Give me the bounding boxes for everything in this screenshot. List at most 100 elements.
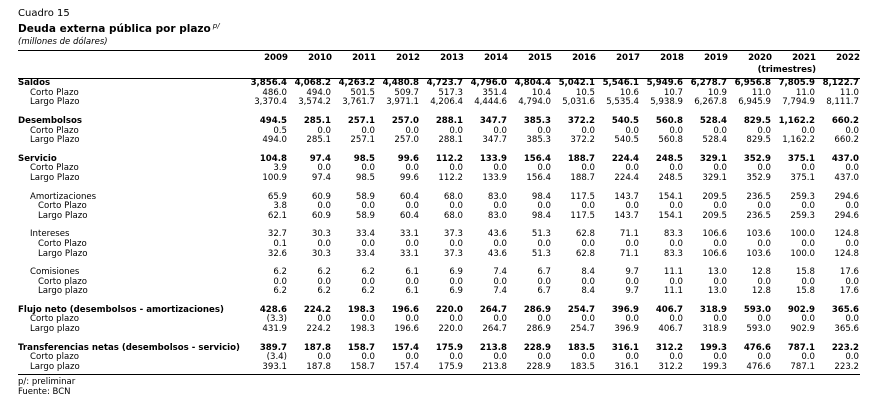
spacer-row <box>18 221 860 230</box>
cell-value: 4,068.2 <box>294 78 331 89</box>
cell-value: 4,206.4 <box>430 97 463 108</box>
cell-value: 5,031.6 <box>562 97 595 108</box>
cell-value: 6.2 <box>273 267 287 278</box>
cell-value: 0.0 <box>845 163 859 174</box>
cell-value: 6,267.8 <box>694 97 727 108</box>
cell-value: 7,805.9 <box>778 78 815 89</box>
cell-value: 83.0 <box>487 210 507 221</box>
cell-value: 83.3 <box>663 248 683 259</box>
cell-value: 660.2 <box>831 115 859 126</box>
cell-value: 0.0 <box>581 276 595 287</box>
cell-value: 228.9 <box>523 342 551 353</box>
cell-value: 0.0 <box>361 163 375 174</box>
table-row: Largo plazo 431.9 224.2 198.3 196.6 220.0 264.… <box>18 324 860 335</box>
cell-value: 902.9 <box>787 304 815 315</box>
cell-value: 33.4 <box>355 248 375 259</box>
footnotes: p/: preliminar Fuente: BCN <box>18 377 860 397</box>
cell-value: 0.0 <box>449 276 463 287</box>
cell-value: 8,122.7 <box>822 78 859 89</box>
cell-value: 199.3 <box>684 362 728 376</box>
cell-value: 98.4 <box>531 191 551 202</box>
cell-value: 213.8 <box>479 342 507 353</box>
cell-value: 98.5 <box>355 172 375 183</box>
cell-value: 385.3 <box>526 135 551 146</box>
cell-value: 32.6 <box>267 248 287 259</box>
cell-value: 316.1 <box>611 342 639 353</box>
cell-value: (3.3) <box>266 314 287 325</box>
cell-value: 0.0 <box>493 314 507 325</box>
table-row: Flujo neto (desembolsos - amortizaciones… <box>18 304 860 316</box>
cell-value: 143.7 <box>614 210 639 221</box>
year-header-row: 2009 2010 2011 2012 2013 2014 2015 2016 2017 2018… <box>18 49 860 66</box>
cell-value: 9.7 <box>625 286 639 297</box>
cell-value: 0.0 <box>757 238 771 249</box>
cell-value: 787.1 <box>787 342 815 353</box>
cell-value: 213.8 <box>464 362 508 376</box>
cell-value: 154.1 <box>658 210 683 221</box>
table-row: Corto Plazo 486.0 494.0 501.5 509.7 517.3 351.… <box>18 87 860 99</box>
row-label: Corto Plazo <box>38 201 87 212</box>
table-row: Corto Plazo 0.1 0.0 0.0 0.0 0.0 0.0 0.0 0.0 0.0 0.… <box>18 238 860 250</box>
cell-value: 199.3 <box>699 342 727 353</box>
cell-value: 318.9 <box>699 304 727 315</box>
cell-value: 6,278.7 <box>690 78 727 89</box>
cell-value: 0.0 <box>537 201 551 212</box>
cell-value: 5,949.6 <box>646 78 683 89</box>
cell-value: 198.3 <box>347 304 375 315</box>
cell-value: 0.0 <box>669 276 683 287</box>
cell-value: 0.0 <box>845 276 859 287</box>
year-header: 2019 <box>684 49 728 66</box>
cell-value: 352.9 <box>743 153 771 164</box>
cell-value: 0.0 <box>713 201 727 212</box>
cell-value: 30.3 <box>311 229 331 240</box>
cell-value: 257.1 <box>347 115 375 126</box>
table-row: Corto Plazo 3.8 0.0 0.0 0.0 0.0 0.0 0.0 0.0 0.0 0.… <box>18 202 860 212</box>
cell-value: 3,971.1 <box>386 97 419 108</box>
cell-value: 11.1 <box>663 286 683 297</box>
cell-value: 0.0 <box>581 314 595 325</box>
cell-value: 100.0 <box>790 229 815 240</box>
cell-value: 0.0 <box>581 238 595 249</box>
table-row: Corto plazo 0.0 0.0 0.0 0.0 0.0 0.0 0.0 0.0 0.0 0.… <box>18 276 860 288</box>
cell-value: 389.7 <box>259 342 287 353</box>
row-label: Largo Plazo <box>30 97 80 108</box>
cell-value: 0.0 <box>713 163 727 174</box>
cell-value: 62.8 <box>575 248 595 259</box>
cell-value: 4,804.4 <box>514 78 551 89</box>
note-source: Fuente: BCN <box>18 387 71 398</box>
row-label: Saldos <box>18 78 51 89</box>
cell-value: 294.6 <box>834 191 859 202</box>
cell-value: 10.4 <box>531 87 551 98</box>
cell-value: 476.6 <box>743 342 771 353</box>
cell-value: 0.0 <box>449 352 463 363</box>
cell-value: 257.0 <box>391 115 419 126</box>
cell-value: 0.0 <box>669 314 683 325</box>
cell-value: 0.0 <box>317 201 331 212</box>
cell-value: 99.6 <box>397 153 419 164</box>
cell-value: 6.2 <box>317 286 331 297</box>
row-label: Comisiones <box>30 267 80 278</box>
cell-value: 0.0 <box>493 276 507 287</box>
cell-value: 104.8 <box>259 153 287 164</box>
cell-value: 528.4 <box>702 135 727 146</box>
cell-value: 0.0 <box>361 201 375 212</box>
units-label: (millones de dólares) <box>18 37 108 47</box>
cell-value: 0.0 <box>537 352 551 363</box>
row-label: Amortizaciones <box>30 191 97 202</box>
cell-value: 224.4 <box>611 153 639 164</box>
period-header-row: (trimestres) <box>18 65 860 80</box>
cell-value: 6.7 <box>537 286 551 297</box>
cell-value: 112.2 <box>435 153 463 164</box>
cell-value: 0.0 <box>669 163 683 174</box>
cell-value: 0.0 <box>669 352 683 363</box>
row-label: Corto Plazo <box>38 238 87 249</box>
cell-value: 437.0 <box>831 153 859 164</box>
cell-value: 220.0 <box>435 304 463 315</box>
cell-value: 6.9 <box>449 267 463 278</box>
cell-value: 0.0 <box>625 125 639 136</box>
year-header: 2018 <box>640 49 684 66</box>
cell-value: 318.9 <box>702 324 727 335</box>
cell-value: 10.5 <box>575 87 595 98</box>
cell-value: 385.3 <box>523 115 551 126</box>
cell-value: 224.2 <box>303 304 331 315</box>
